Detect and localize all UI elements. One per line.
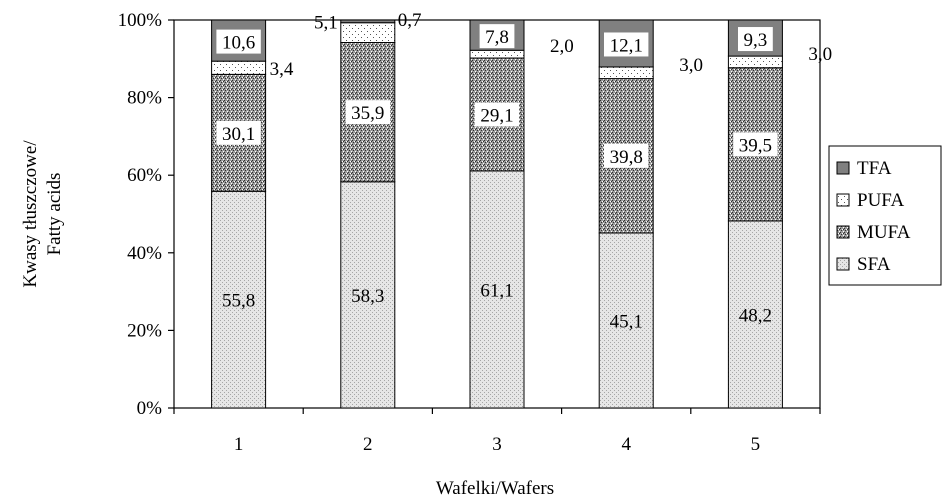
data-label-pufa: 5,1 [314, 13, 338, 34]
legend: TFA PUFA MUFA SFA [828, 145, 942, 286]
y-tick-label: 100% [118, 10, 163, 31]
y-axis-title-line-2: Fatty acids [44, 173, 65, 256]
data-label-bg [604, 143, 649, 168]
y-axis-title: Kwasy tłuszczowe/ Fatty acids [20, 140, 65, 288]
data-label-bg [216, 120, 261, 145]
data-label-tfa: 9,3 [744, 30, 768, 51]
x-axis: 1 2 3 4 5 [173, 408, 821, 455]
data-label-pufa: 3,4 [270, 59, 294, 80]
bar-segment-pufa [211, 60, 267, 75]
bar-segment-sfa [211, 190, 267, 409]
data-label-pufa: 2,0 [550, 36, 574, 57]
legend-label-pufa: PUFA [857, 190, 904, 211]
x-axis-title: Wafelki/Wafers [436, 478, 554, 499]
bar-segment-sfa [727, 220, 783, 409]
data-label-bg [474, 102, 520, 127]
data-label-bg [479, 24, 515, 49]
legend-label-sfa: SFA [857, 254, 891, 275]
data-label-bg [216, 29, 261, 54]
data-label-sfa: 45,1 [610, 312, 643, 333]
data-label-pufa: 3,0 [808, 44, 832, 65]
y-axis-title-line-1: Kwasy tłuszczowe/ [20, 140, 41, 288]
data-labels: 55,8 30,1 3,4 10,6 58,3 35,9 5,1 0,7 61,1 29,1 2,0… [216, 10, 832, 333]
data-label-tfa: 7,8 [485, 27, 509, 48]
legend-swatch-mufa [836, 225, 850, 239]
legend-label-mufa: MUFA [857, 222, 911, 243]
bar-segment-sfa [598, 232, 654, 409]
data-label-mufa: 29,1 [480, 105, 513, 126]
legend-swatch-pufa [836, 193, 850, 207]
data-label-tfa: 12,1 [610, 35, 643, 56]
x-tick-label: 5 [751, 434, 761, 455]
x-tick-label: 1 [234, 434, 244, 455]
data-label-sfa: 58,3 [351, 286, 384, 307]
data-label-mufa: 39,5 [739, 135, 772, 156]
data-label-tfa: 0,7 [398, 10, 422, 31]
data-label-mufa: 39,8 [610, 147, 643, 168]
bar-segment-sfa [340, 181, 396, 409]
data-label-tfa: 10,6 [222, 33, 255, 54]
bar-segment-pufa [469, 49, 525, 59]
y-tick-label: 20% [127, 320, 162, 341]
x-tick-label: 4 [621, 434, 631, 455]
legend-swatch-tfa [836, 161, 850, 175]
data-label-mufa: 35,9 [351, 103, 384, 124]
y-axis: 0% 20% 40% 60% 80% 100% [118, 10, 174, 419]
data-label-bg [738, 27, 773, 52]
y-tick-label: 0% [137, 398, 163, 419]
data-label-sfa: 61,1 [480, 280, 513, 301]
data-label-pufa: 3,0 [679, 55, 703, 76]
data-label-mufa: 30,1 [222, 124, 255, 145]
x-tick-label: 3 [492, 434, 502, 455]
data-label-bg [604, 32, 649, 57]
bar-segment-pufa [727, 55, 783, 69]
bars [211, 19, 783, 409]
data-label-bg [345, 100, 390, 125]
legend-label-tfa: TFA [857, 158, 892, 179]
data-label-bg [733, 132, 778, 157]
y-tick-label: 40% [127, 243, 162, 264]
bar-segment-pufa [598, 66, 654, 80]
x-tick-label: 2 [363, 434, 373, 455]
y-tick-label: 60% [127, 165, 162, 186]
legend-swatch-sfa [836, 257, 850, 271]
data-label-sfa: 55,8 [222, 291, 255, 312]
y-tick-label: 80% [127, 88, 162, 109]
bar-segment-pufa [340, 22, 396, 44]
bar-segment-tfa [340, 19, 396, 24]
data-label-sfa: 48,2 [739, 305, 772, 326]
